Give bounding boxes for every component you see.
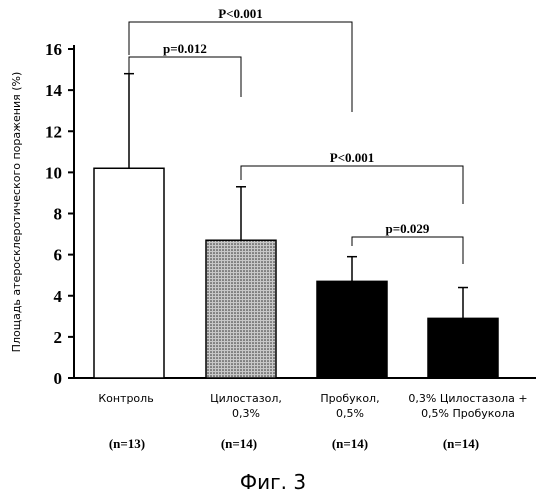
category-label: 0,5% Пробукола [421,407,515,420]
bar [428,318,498,378]
significance-bracket [352,237,463,264]
bars [94,74,498,378]
y-tick-label: 16 [45,40,62,59]
bar [317,281,387,378]
sample-size-label: (n=14) [221,436,257,451]
p-value-label: P<0.001 [330,150,375,165]
p-value-label: P<0.001 [218,6,263,21]
category-label: Пробукол, [320,392,379,405]
significance-brackets: p=0.012 P<0.001 P<0.001 p=0.029 [129,6,463,264]
category-label: 0,3% Цилостазола + [408,392,527,405]
y-tick-label: 4 [54,287,63,306]
y-tick-label: 8 [54,205,63,224]
figure-caption: Фиг. 3 [240,470,306,494]
y-tick-label: 14 [45,81,63,100]
y-tick-label: 2 [54,328,63,347]
y-tick-label: 12 [45,122,62,141]
sample-size-label: (n=14) [332,436,368,451]
category-label: Контроль [98,392,153,405]
category-label: 0,5% [336,407,364,420]
p-value-label: p=0.029 [386,221,430,236]
y-axis-label: Площадь атеросклеротического поражения (… [10,72,23,353]
category-labels: Контроль (n=13) Цилостазол, 0,3% (n=14) Пробу… [98,392,527,451]
significance-bracket [241,166,463,204]
sample-size-label: (n=14) [443,436,479,451]
category-label: 0,3% [232,407,260,420]
category-label: Цилостазол, [210,392,282,405]
sample-size-label: (n=13) [109,436,145,451]
y-tick-label: 10 [45,163,62,182]
bar [206,240,276,378]
p-value-label: p=0.012 [163,41,207,56]
bar [94,168,164,378]
y-tick-label: 0 [54,369,63,388]
significance-bracket [129,57,241,97]
y-tick-label: 6 [54,246,63,265]
